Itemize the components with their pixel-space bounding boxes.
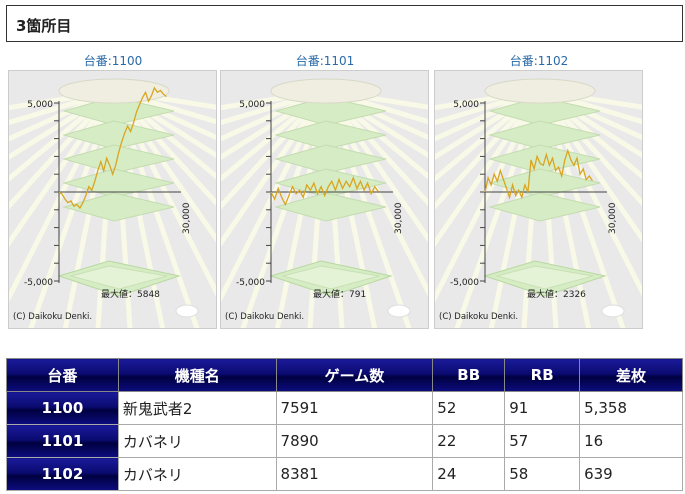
graph-svg: 5,000 -5,000 30,000 最大値：791 (C) Daikoku Denk… (221, 78, 428, 328)
rb-cell: 57 (504, 424, 581, 458)
header-rb: RB (504, 358, 581, 392)
game-count-cell: 7890 (275, 424, 434, 458)
header-difference: 差枚 (579, 358, 683, 392)
copyright-text: (C) Daikoku Denki. (439, 312, 518, 322)
table-row: 1102 カバネリ 8381 24 58 639 (6, 457, 683, 491)
machine-name-cell: カバネリ (117, 424, 277, 458)
x-axis-label: 30,000 (394, 202, 404, 234)
data-line (484, 148, 593, 200)
table-row: 1100 新鬼武者2 7591 52 91 5,358 (6, 391, 683, 425)
graph-svg: 5,000 -5,000 30,000 最大値：2326 (C) Daikoku Den… (435, 78, 642, 328)
table-header-row: 台番 機種名 ゲーム数 BB RB 差枚 (6, 358, 683, 392)
header-machine-number: 台番 (6, 358, 119, 392)
machine-number-cell[interactable]: 1100 (6, 391, 119, 425)
copyright-text: (C) Daikoku Denki. (13, 312, 92, 322)
max-value-text: 最大値：5848 (101, 288, 160, 300)
y-top-label: 5,000 (239, 100, 265, 110)
data-line (58, 86, 167, 210)
machine-name-cell: 新鬼武者2 (117, 391, 277, 425)
rb-cell: 58 (504, 457, 581, 491)
difference-cell: 16 (579, 424, 683, 458)
graph-label-1102[interactable]: 台番:1102 (509, 54, 569, 68)
graph-label-1101[interactable]: 台番:1101 (295, 54, 355, 68)
header-bb: BB (432, 358, 506, 392)
machine-number-cell[interactable]: 1101 (6, 424, 119, 458)
y-bottom-label: -5,000 (450, 278, 479, 288)
y-bottom-label: -5,000 (24, 278, 53, 288)
graph-svg: 5,000 -5,000 30,000 最大値：5848 (C) Daikoku Den… (9, 78, 216, 328)
difference-cell: 639 (579, 457, 683, 491)
graph-label-1100[interactable]: 台番:1100 (83, 54, 143, 68)
bb-cell: 24 (432, 457, 506, 491)
machine-number-cell[interactable]: 1102 (6, 457, 119, 491)
bb-cell: 22 (432, 424, 506, 458)
x-axis-label: 30,000 (608, 202, 618, 234)
game-count-cell: 7591 (275, 391, 434, 425)
max-value-text: 最大値：2326 (527, 288, 586, 300)
x-axis-label: 30,000 (182, 202, 192, 234)
copyright-text: (C) Daikoku Denki. (225, 312, 304, 322)
y-top-label: 5,000 (453, 100, 479, 110)
machine-name-cell: カバネリ (117, 457, 277, 491)
graph-background (435, 78, 642, 328)
table-row: 1101 カバネリ 7890 22 57 16 (6, 424, 683, 458)
graph-card-1100[interactable]: 5,000 -5,000 30,000 最大値：5848 (C) Daikoku Den… (8, 70, 217, 329)
header-game-count: ゲーム数 (275, 358, 434, 392)
section-title: 3箇所目 (16, 17, 72, 35)
rb-cell: 91 (504, 391, 581, 425)
graph-card-1101[interactable]: 5,000 -5,000 30,000 最大値：791 (C) Daikoku Denk… (220, 70, 429, 329)
y-top-label: 5,000 (27, 100, 53, 110)
graph-card-1102[interactable]: 5,000 -5,000 30,000 最大値：2326 (C) Daikoku Den… (434, 70, 643, 329)
game-count-cell: 8381 (275, 457, 434, 491)
bb-cell: 52 (432, 391, 506, 425)
section-header: 3箇所目 (6, 5, 683, 42)
machine-data-table: 台番 機種名 ゲーム数 BB RB 差枚 1100 新鬼武者2 7591 52 … (6, 358, 683, 491)
y-bottom-label: -5,000 (236, 278, 265, 288)
header-machine-name: 機種名 (117, 358, 277, 392)
max-value-text: 最大値：791 (313, 288, 366, 300)
data-line (270, 176, 379, 207)
difference-cell: 5,358 (579, 391, 683, 425)
